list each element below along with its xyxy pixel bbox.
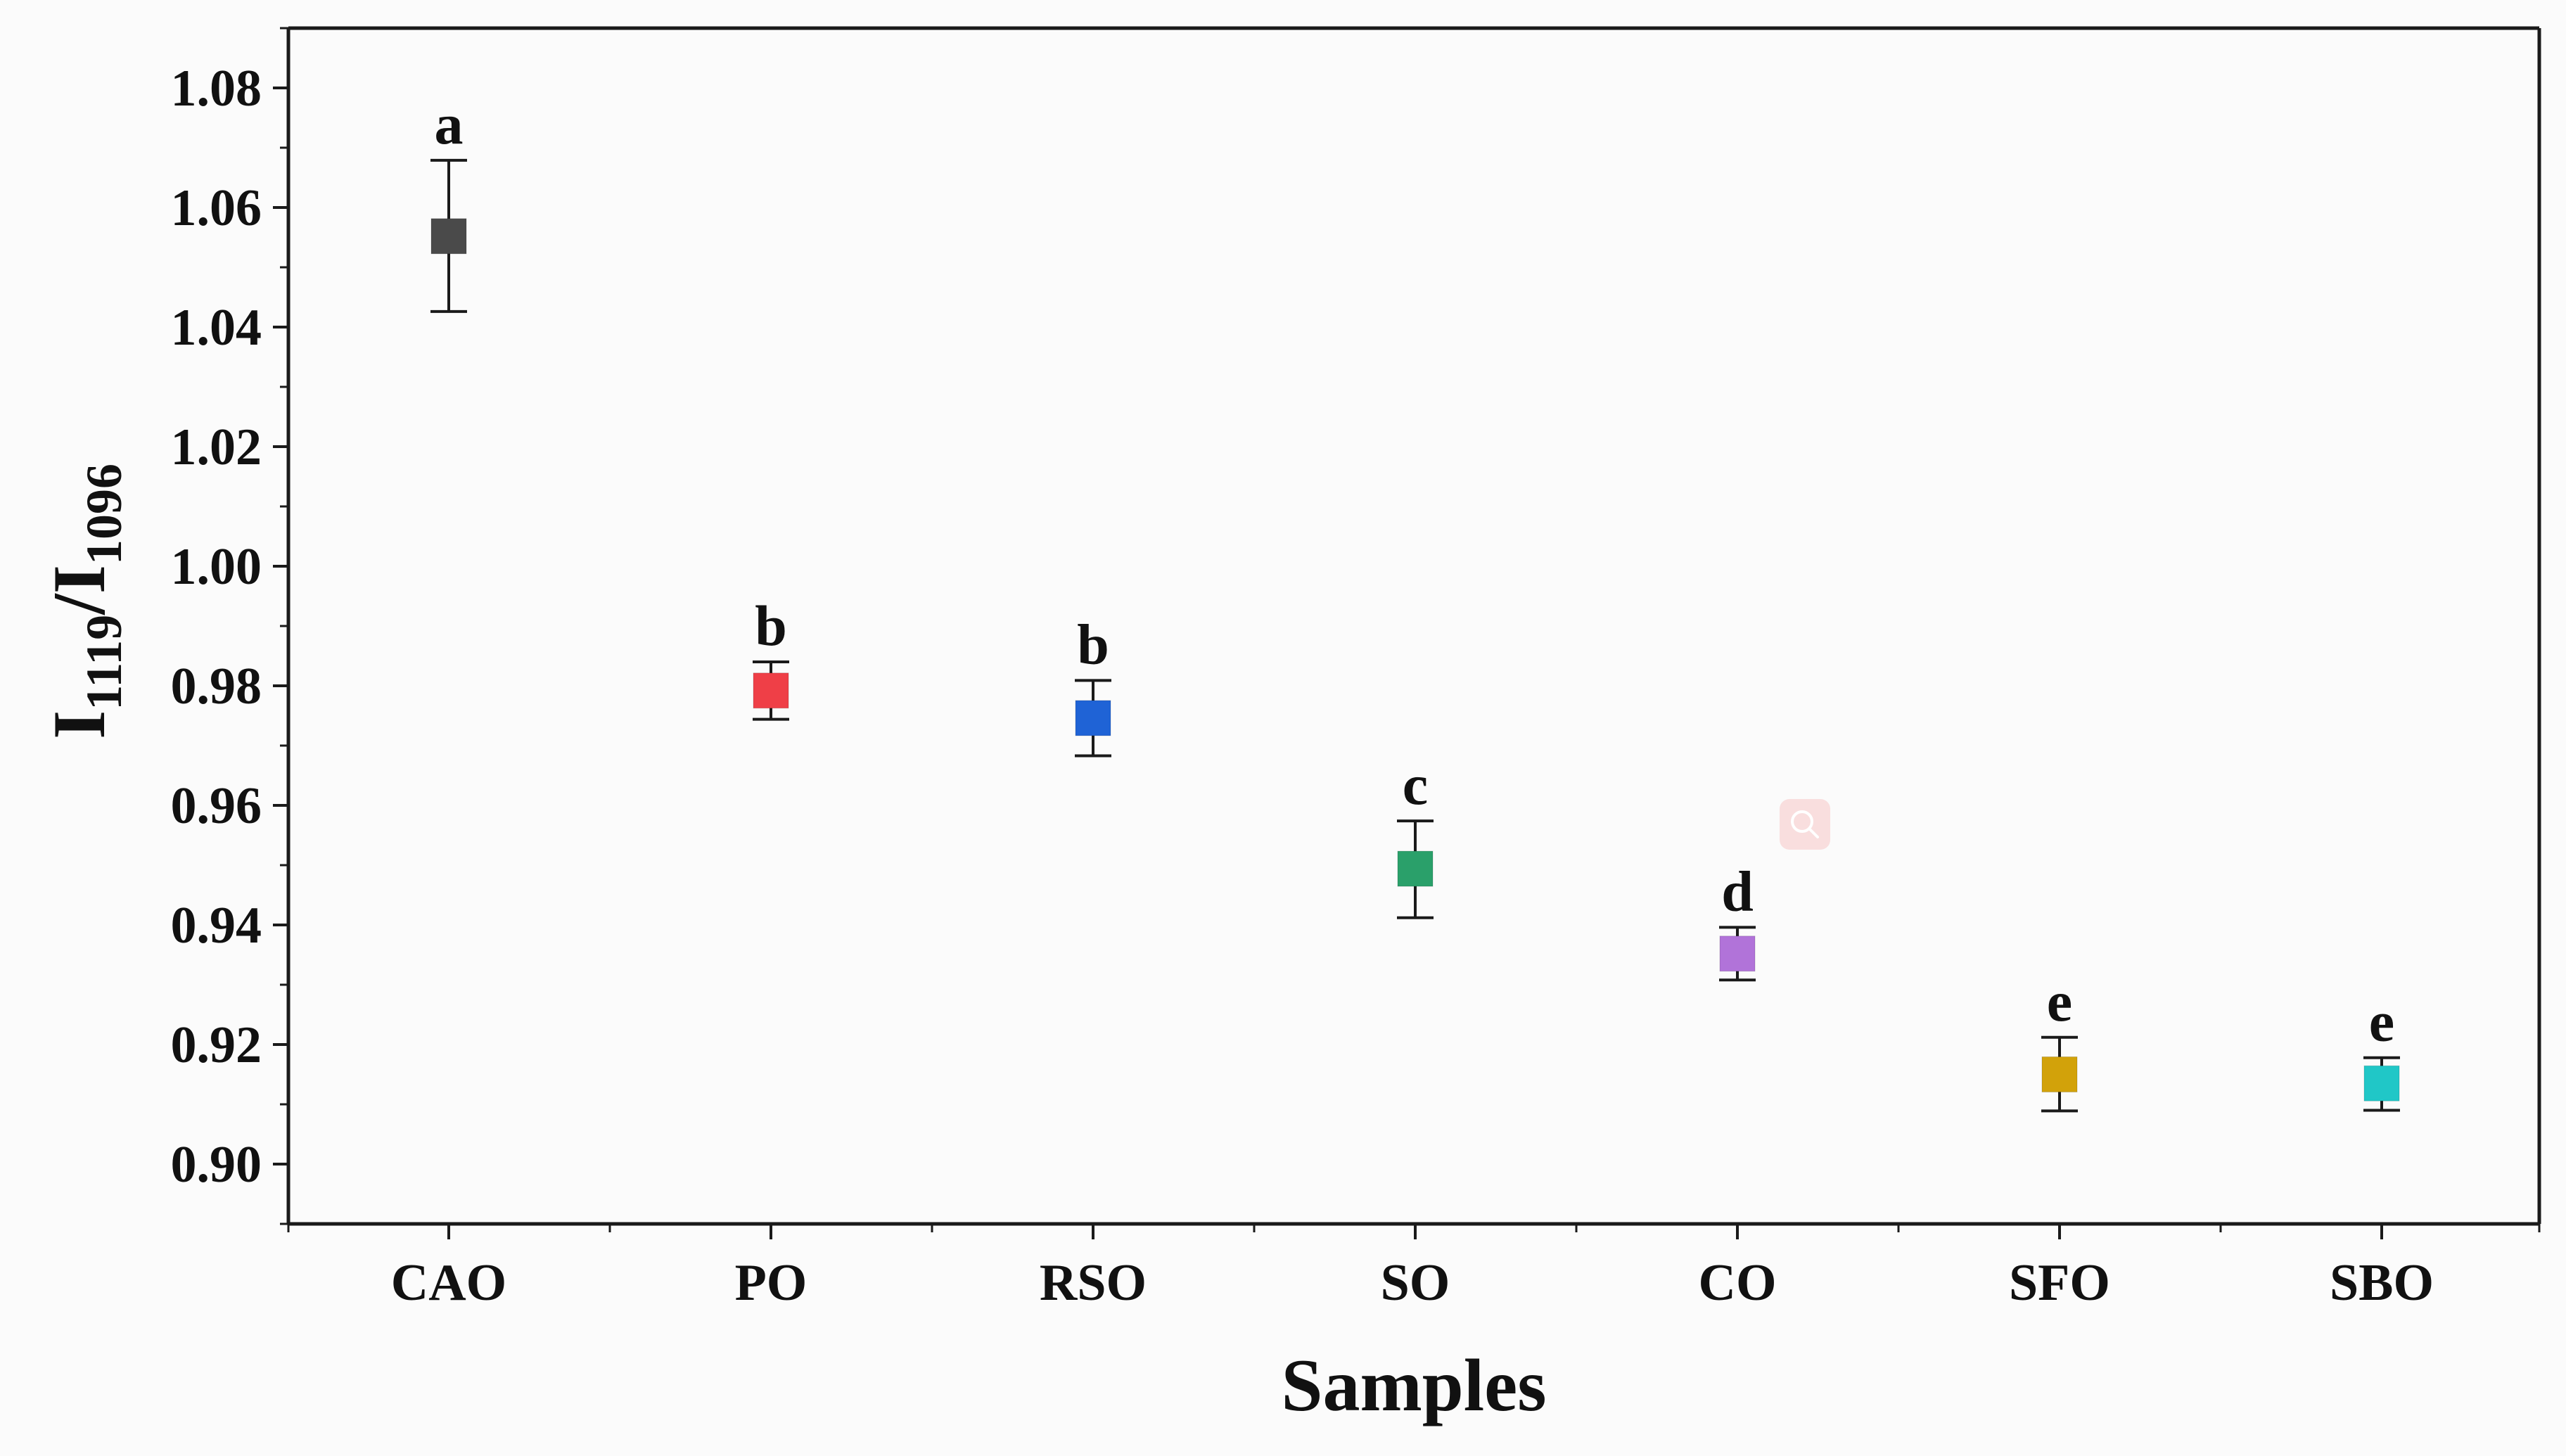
data-point-rso [1075, 700, 1111, 736]
x-tick-label: RSO [1040, 1254, 1147, 1312]
tick-marks [273, 27, 2541, 1239]
y-tick-label: 0.90 [171, 1136, 262, 1194]
y-tick-label: 0.92 [171, 1016, 262, 1074]
data-point-po [753, 672, 789, 709]
data-point-so [1397, 850, 1434, 887]
significance-letter-co: d [1721, 859, 1754, 923]
y-tick-label: 1.04 [171, 299, 262, 357]
y-axis-title-sub-1: 1119 [76, 615, 132, 710]
data-point-cao [430, 218, 467, 255]
y-axis-title-main-2: I [38, 565, 120, 594]
data-point-co [1719, 935, 1756, 972]
x-tick-label: CO [1699, 1254, 1777, 1312]
y-tick-labels: 0.90 0.92 0.94 0.96 0.98 1.00 1.02 1.04 1.06 1.08 [171, 60, 262, 1194]
y-axis-title-sub-2: 1096 [76, 464, 132, 565]
significance-letter-rso: b [1077, 612, 1109, 676]
magnifier-icon [1780, 799, 1830, 850]
y-tick-label: 0.96 [171, 777, 262, 835]
significance-letter-so: c [1403, 753, 1428, 817]
y-tick-label: 1.06 [171, 179, 262, 237]
y-axis-title: I1119/I1096 [38, 464, 132, 739]
data-point-sfo [2041, 1056, 2078, 1092]
data-markers [430, 218, 2400, 1101]
x-tick-label: CAO [391, 1254, 506, 1312]
significance-letter-cao: a [435, 92, 464, 156]
y-axis-title-main-1: I [38, 710, 120, 739]
y-axis-title-separator: / [38, 593, 120, 616]
y-tick-label: 1.08 [171, 60, 262, 117]
significance-letter-sbo: e [2369, 990, 2394, 1054]
x-tick-label: SO [1381, 1254, 1450, 1312]
y-tick-label: 0.98 [171, 658, 262, 715]
y-tick-label: 1.02 [171, 419, 262, 476]
svg-text:I1119/I1096: I1119/I1096 [38, 464, 132, 739]
x-tick-labels: CAO PO RSO SO CO SFO SBO [391, 1254, 2434, 1312]
significance-letters: a b b c d e e [435, 92, 2395, 1054]
y-tick-label: 0.94 [171, 897, 262, 954]
x-axis-title: Samples [1282, 1344, 1547, 1426]
x-tick-label: SBO [2330, 1254, 2434, 1312]
x-tick-label: PO [735, 1254, 808, 1312]
y-tick-label: 1.00 [171, 538, 262, 596]
significance-letter-po: b [755, 594, 787, 658]
plot-area [288, 28, 2539, 1224]
x-tick-label: SFO [2009, 1254, 2110, 1312]
data-point-sbo [2363, 1065, 2400, 1101]
significance-letter-sfo: e [2047, 969, 2072, 1033]
